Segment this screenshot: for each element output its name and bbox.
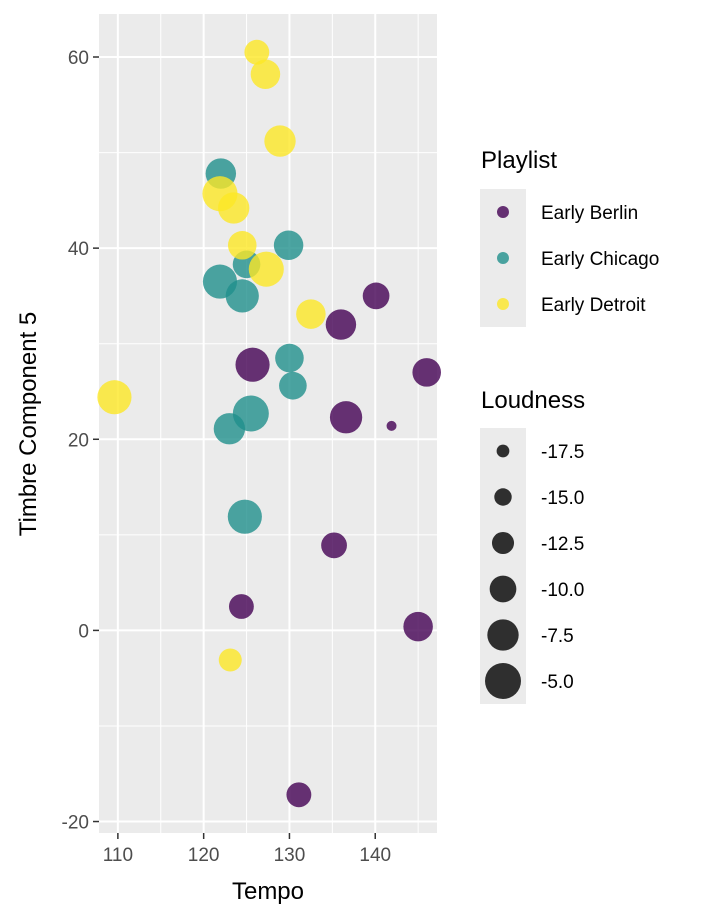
data-point bbox=[213, 413, 246, 445]
color-legend: Playlist Early Berlin Early Chicago Early … bbox=[480, 147, 659, 327]
data-point bbox=[227, 230, 257, 260]
x-axis-title: Tempo bbox=[232, 878, 304, 905]
legend-key-swatch bbox=[497, 298, 509, 310]
legend-key-size bbox=[494, 488, 512, 506]
y-tick-label: 0 bbox=[78, 621, 89, 642]
legend-label: -15.0 bbox=[541, 488, 584, 509]
legend-key-size bbox=[485, 663, 521, 699]
data-point bbox=[227, 499, 262, 534]
x-tick-label: 130 bbox=[274, 845, 306, 866]
data-point bbox=[218, 192, 250, 224]
x-tick-label: 110 bbox=[103, 845, 133, 866]
y-axis: -20 0 20 40 60 bbox=[62, 48, 99, 834]
legend-label: -12.5 bbox=[541, 534, 584, 555]
x-tick-label: 140 bbox=[359, 845, 391, 866]
color-legend-title: Playlist bbox=[481, 147, 557, 174]
legend-label: -17.5 bbox=[541, 442, 584, 463]
legend-key-swatch bbox=[497, 252, 509, 264]
y-axis-title: Timbre Component 5 bbox=[15, 312, 42, 537]
data-point bbox=[296, 299, 326, 329]
legend-key-swatch bbox=[497, 206, 509, 218]
data-point bbox=[321, 532, 347, 559]
y-tick-label: 60 bbox=[68, 48, 89, 69]
size-legend: Loudness -17.5 -15.0 -12.5 -10.0 -7.5 -5.0 bbox=[480, 387, 585, 704]
data-point bbox=[403, 611, 433, 642]
data-point bbox=[386, 420, 397, 431]
data-point bbox=[250, 59, 281, 89]
data-point bbox=[325, 309, 357, 340]
legend-key-size bbox=[489, 575, 517, 603]
data-point bbox=[362, 282, 390, 310]
data-point bbox=[248, 251, 284, 287]
data-point bbox=[225, 279, 259, 313]
data-points bbox=[97, 39, 441, 808]
x-axis: 110 120 130 140 bbox=[103, 833, 391, 866]
y-tick-label: 20 bbox=[68, 430, 89, 451]
data-point bbox=[279, 371, 307, 400]
legend-key-size bbox=[491, 531, 515, 555]
y-tick-label: -20 bbox=[62, 813, 89, 834]
data-point bbox=[329, 401, 363, 434]
data-point bbox=[412, 358, 441, 387]
data-point bbox=[228, 594, 254, 619]
legend-label: Early Berlin bbox=[541, 203, 638, 224]
x-tick-label: 120 bbox=[188, 845, 220, 866]
y-tick-label: 40 bbox=[68, 239, 89, 260]
legend-label: Early Chicago bbox=[541, 249, 659, 270]
data-point bbox=[275, 343, 304, 373]
legend-label: Early Detroit bbox=[541, 295, 646, 316]
data-point bbox=[97, 380, 132, 415]
data-point bbox=[244, 39, 270, 65]
legend-label: -7.5 bbox=[541, 626, 574, 647]
data-point bbox=[273, 230, 304, 261]
legend-label: -10.0 bbox=[541, 580, 584, 601]
size-legend-title: Loudness bbox=[481, 387, 585, 414]
data-point bbox=[286, 782, 312, 808]
legend-key-size bbox=[487, 619, 519, 651]
legend-label: -5.0 bbox=[541, 672, 574, 693]
data-point bbox=[218, 648, 242, 672]
data-point bbox=[264, 125, 296, 157]
data-point bbox=[235, 347, 270, 382]
legend-key-size bbox=[496, 444, 510, 458]
